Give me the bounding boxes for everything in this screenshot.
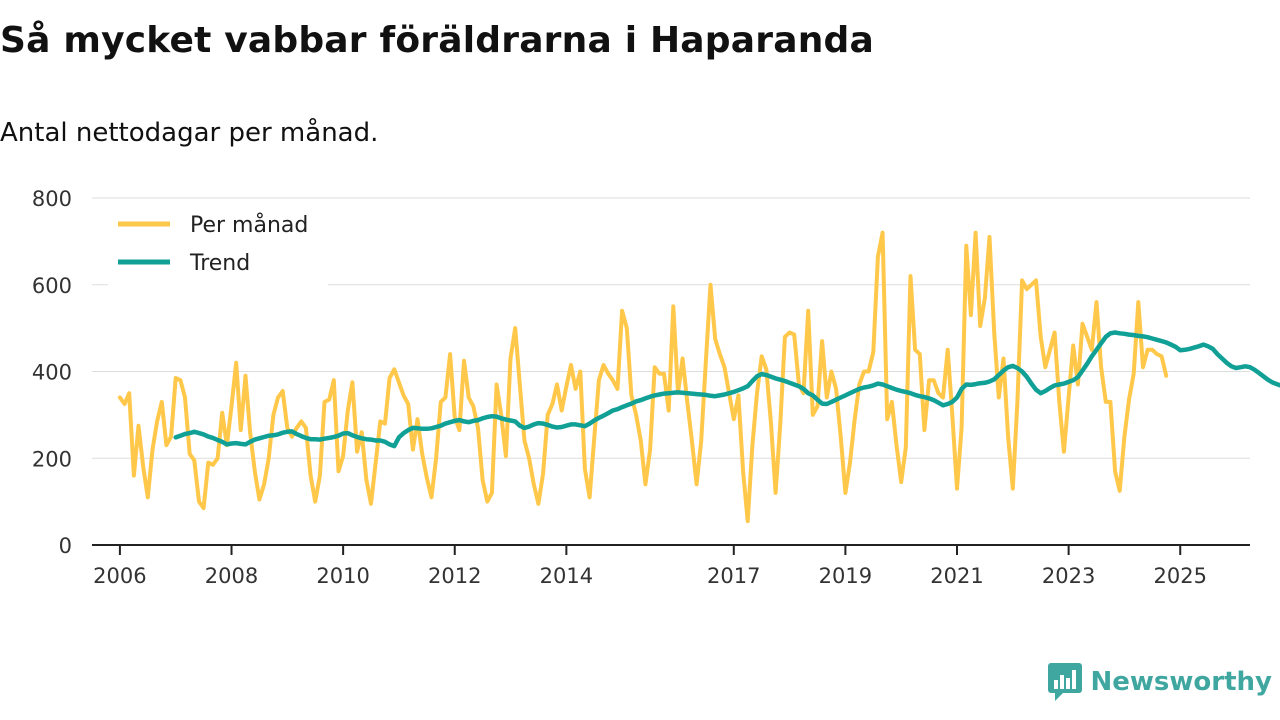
x-tick-label-2017: 2017 [707,564,760,588]
legend-background [108,200,328,286]
x-tick-label-2014: 2014 [540,564,593,588]
series-layer [117,230,1280,524]
x-tick-label-2019: 2019 [819,564,872,588]
y-tick-label-600: 600 [32,274,72,298]
chart-subtitle: Antal nettodagar per månad. [0,118,379,148]
brand-name: Newsworthy [1090,667,1272,697]
x-axis-ticks: 2006 2008 2010 2012 2014 2017 2019 2021 2023 2025 [93,545,1207,588]
chart-title: Så mycket vabbar föräldrarna i Haparanda [0,20,874,61]
y-tick-label-200: 200 [32,447,72,471]
legend-label-trend: Trend [189,251,250,276]
y-tick-label-0: 0 [59,534,72,558]
y-tick-label-400: 400 [32,361,72,385]
legend-label-per-manad: Per månad [190,212,308,238]
x-tick-label-2008: 2008 [205,564,258,588]
y-tick-label-800: 800 [32,187,72,211]
legend: Per månad Trend [108,200,328,286]
newsworthy-logo-icon [1047,663,1082,701]
x-tick-label-2021: 2021 [930,564,983,588]
x-tick-label-2006: 2006 [93,564,146,588]
x-tick-label-2010: 2010 [316,564,369,588]
x-tick-label-2023: 2023 [1042,564,1095,588]
newsworthy-brand: Newsworthy [1047,662,1272,702]
series-line-trend [173,330,1280,449]
x-tick-label-2012: 2012 [428,564,481,588]
x-tick-label-2025: 2025 [1154,564,1207,588]
